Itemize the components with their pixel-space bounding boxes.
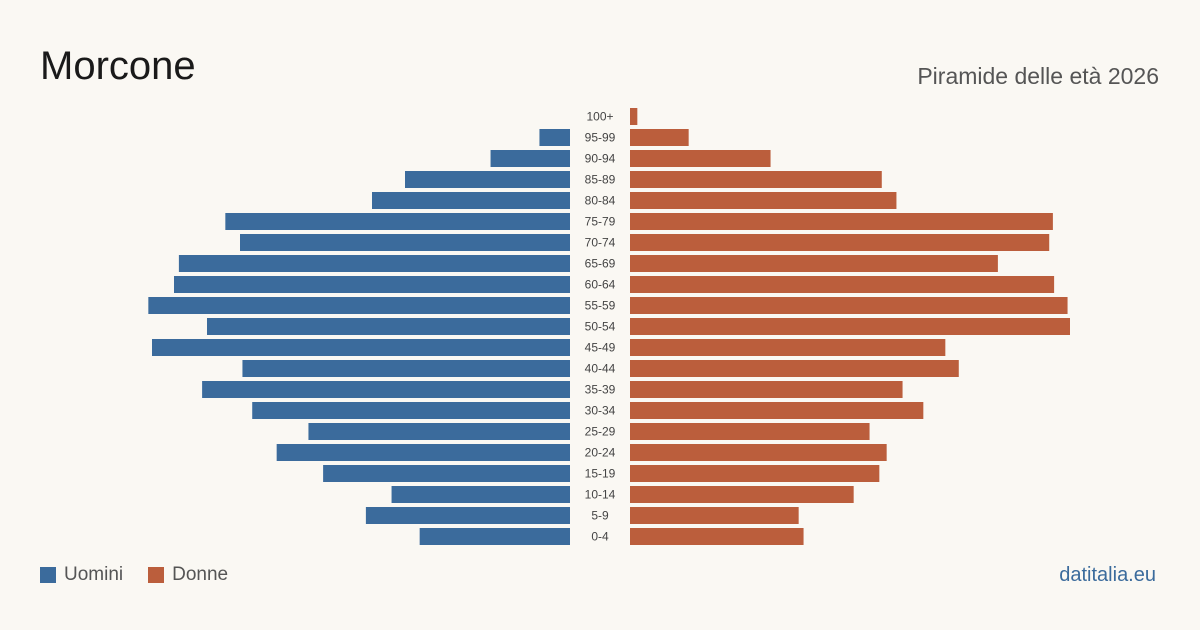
bar-donne-100plus [630, 108, 638, 125]
bar-uomini-55-59 [148, 297, 571, 314]
bar-donne-85-89 [630, 171, 882, 188]
bar-donne-35-39 [630, 381, 903, 398]
bar-donne-65-69 [630, 255, 998, 272]
bar-donne-50-54 [630, 318, 1070, 335]
bar-donne-75-79 [630, 213, 1053, 230]
age-label-100plus: 100+ [586, 110, 613, 124]
legend-label-uomini: Uomini [64, 564, 124, 585]
page-title: Morcone [40, 44, 196, 88]
bar-donne-0-4 [630, 528, 804, 545]
age-label-80-84: 80-84 [585, 194, 616, 208]
age-label-0-4: 0-4 [591, 530, 609, 544]
bar-uomini-95-99 [539, 129, 570, 146]
bar-uomini-70-74 [240, 234, 570, 251]
legend-swatch-uomini [40, 567, 56, 583]
age-label-90-94: 90-94 [585, 152, 616, 166]
age-label-70-74: 70-74 [585, 236, 616, 250]
age-label-50-54: 50-54 [585, 320, 616, 334]
legend-label-donne: Donne [172, 564, 229, 585]
age-label-25-29: 25-29 [585, 425, 616, 439]
bar-uomini-65-69 [178, 255, 570, 272]
age-label-95-99: 95-99 [585, 131, 616, 145]
age-label-65-69: 65-69 [585, 257, 616, 271]
age-label-60-64: 60-64 [585, 278, 616, 292]
bar-donne-25-29 [630, 423, 870, 440]
bar-donne-15-19 [630, 465, 880, 482]
bar-donne-80-84 [630, 192, 897, 209]
bar-uomini-15-19 [323, 465, 570, 482]
age-label-35-39: 35-39 [585, 383, 616, 397]
bar-donne-20-24 [630, 444, 887, 461]
bar-uomini-5-9 [365, 507, 570, 524]
age-label-20-24: 20-24 [585, 446, 616, 460]
legend-item-donne: Donne [148, 564, 228, 586]
legend-swatch-donne [148, 567, 165, 583]
bar-uomini-0-4 [419, 528, 570, 545]
bar-uomini-40-44 [242, 360, 570, 377]
bar-uomini-80-84 [372, 192, 570, 209]
bar-donne-5-9 [630, 507, 799, 524]
age-label-85-89: 85-89 [585, 173, 616, 187]
age-label-75-79: 75-79 [585, 215, 616, 229]
bar-donne-95-99 [630, 129, 689, 146]
chart-subtitle: Piramide delle età 2026 [917, 63, 1159, 89]
source-link[interactable]: datitalia.eu [1059, 564, 1156, 586]
bar-donne-60-64 [630, 276, 1055, 293]
legend-item-uomini: Uomini [40, 564, 123, 586]
age-label-10-14: 10-14 [585, 488, 616, 502]
age-label-45-49: 45-49 [585, 341, 616, 355]
bar-donne-45-49 [630, 339, 946, 356]
age-label-15-19: 15-19 [585, 467, 616, 481]
bar-uomini-30-34 [252, 402, 570, 419]
age-label-30-34: 30-34 [585, 404, 616, 418]
bar-donne-30-34 [630, 402, 924, 419]
bar-uomini-25-29 [308, 423, 570, 440]
bar-uomini-50-54 [207, 318, 570, 335]
bar-uomini-75-79 [225, 213, 571, 230]
bar-donne-55-59 [630, 297, 1068, 314]
bar-uomini-35-39 [202, 381, 570, 398]
legend: Uomini Donne [40, 564, 253, 586]
bar-donne-90-94 [630, 150, 771, 167]
bar-uomini-85-89 [405, 171, 570, 188]
bar-donne-40-44 [630, 360, 959, 377]
bar-donne-10-14 [630, 486, 854, 503]
age-label-40-44: 40-44 [585, 362, 616, 376]
bar-uomini-60-64 [174, 276, 570, 293]
age-label-55-59: 55-59 [585, 299, 616, 313]
bar-uomini-90-94 [490, 150, 570, 167]
bar-uomini-45-49 [152, 339, 570, 356]
bar-donne-70-74 [630, 234, 1050, 251]
age-label-5-9: 5-9 [591, 509, 609, 523]
bar-uomini-10-14 [391, 486, 570, 503]
bar-uomini-20-24 [276, 444, 570, 461]
